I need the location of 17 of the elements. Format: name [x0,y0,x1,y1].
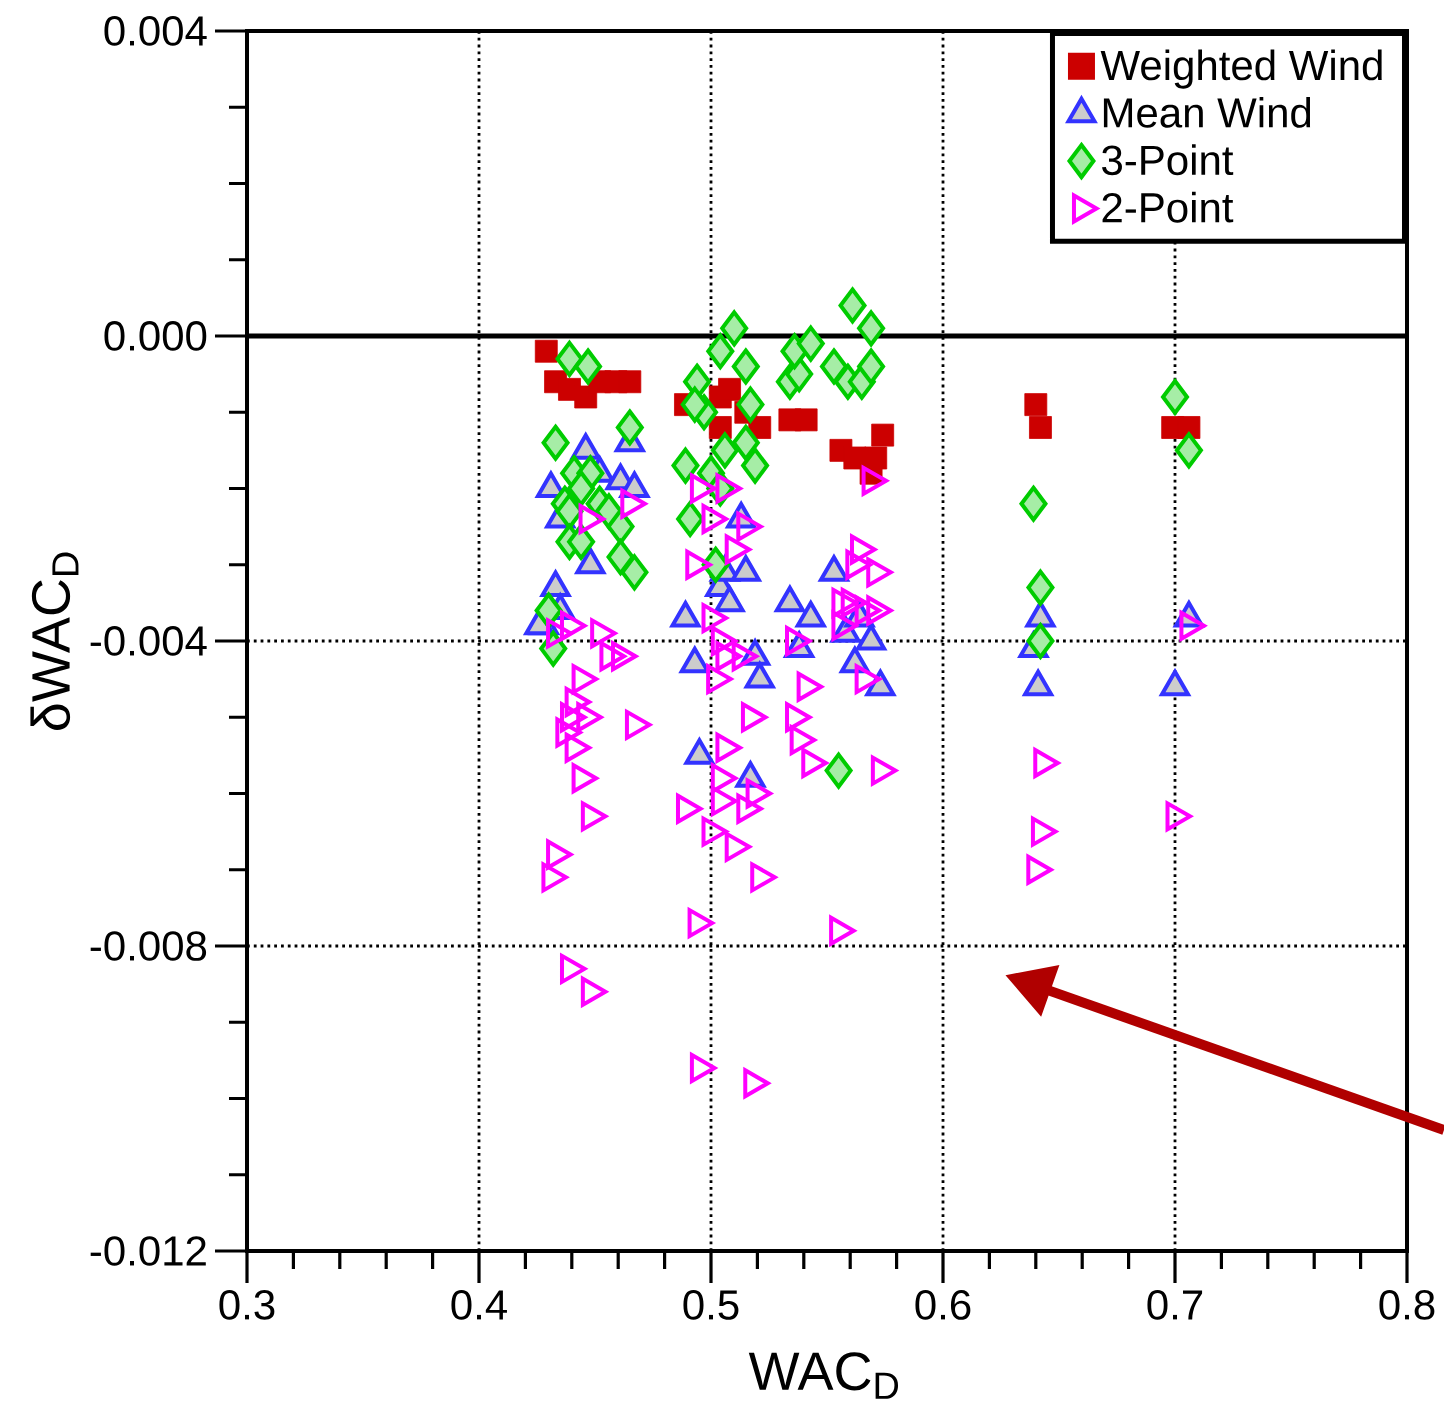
x-tick-label: 0.6 [915,1290,971,1320]
x-tick-label: 0.5 [683,1290,739,1320]
y-tick-label: -0.008 [90,931,207,961]
legend-label: 3-Point [1102,144,1234,176]
legend-label: 2-Point [1102,191,1234,223]
y-tick-label: 0.000 [104,321,207,351]
legend-label: Mean Wind [1103,96,1311,128]
x-tick-label: 0.7 [1147,1290,1203,1320]
x-tick-label: 0.4 [451,1290,507,1320]
x-tick-label: 0.8 [1379,1290,1435,1320]
legend-label: Weighted Wind [1100,49,1382,89]
y-tick-label: 0.004 [104,16,207,46]
y-axis-title: δWAC$_{D}$ [30,552,79,730]
x-axis-title: WAC$_{D}$ [748,1352,899,1399]
x-tick-label: 0.3 [219,1290,275,1320]
y-tick-label: -0.004 [90,626,207,656]
y-tick-label: -0.012 [90,1236,206,1266]
